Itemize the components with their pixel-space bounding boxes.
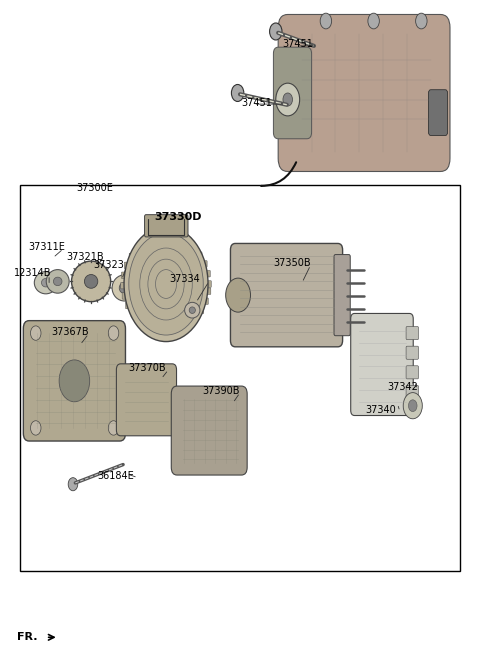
FancyBboxPatch shape: [138, 318, 144, 325]
Ellipse shape: [46, 269, 69, 293]
FancyBboxPatch shape: [195, 252, 202, 258]
Text: 37390B: 37390B: [202, 386, 240, 396]
FancyBboxPatch shape: [124, 262, 131, 269]
FancyBboxPatch shape: [202, 298, 208, 304]
Circle shape: [59, 360, 90, 402]
FancyBboxPatch shape: [278, 14, 450, 171]
FancyBboxPatch shape: [156, 326, 162, 332]
Text: 37321B: 37321B: [66, 252, 104, 261]
FancyBboxPatch shape: [201, 261, 207, 267]
Text: 37311E: 37311E: [28, 242, 65, 252]
Circle shape: [31, 420, 41, 435]
Circle shape: [108, 420, 119, 435]
FancyBboxPatch shape: [174, 325, 181, 331]
FancyBboxPatch shape: [189, 244, 195, 251]
Ellipse shape: [119, 283, 130, 294]
FancyBboxPatch shape: [131, 311, 138, 317]
FancyBboxPatch shape: [230, 244, 343, 347]
FancyBboxPatch shape: [153, 237, 159, 243]
Circle shape: [231, 85, 244, 101]
FancyBboxPatch shape: [24, 321, 125, 441]
Circle shape: [416, 13, 427, 29]
FancyBboxPatch shape: [406, 327, 419, 340]
Ellipse shape: [189, 307, 195, 313]
Ellipse shape: [72, 261, 111, 302]
FancyBboxPatch shape: [126, 302, 132, 309]
Circle shape: [124, 227, 208, 342]
FancyBboxPatch shape: [171, 236, 178, 242]
FancyBboxPatch shape: [406, 346, 419, 359]
FancyBboxPatch shape: [162, 235, 168, 242]
Text: 37334: 37334: [170, 275, 201, 284]
FancyBboxPatch shape: [116, 364, 177, 436]
Circle shape: [320, 13, 332, 29]
FancyBboxPatch shape: [191, 315, 197, 321]
Circle shape: [276, 83, 300, 116]
Text: 37300E: 37300E: [76, 183, 113, 193]
FancyArrowPatch shape: [261, 162, 296, 186]
Text: 37451: 37451: [241, 98, 272, 108]
Circle shape: [226, 278, 251, 312]
Text: 36184E: 36184E: [97, 470, 134, 481]
Text: 37350B: 37350B: [274, 258, 312, 268]
FancyBboxPatch shape: [197, 307, 204, 313]
Text: 37340: 37340: [365, 405, 396, 415]
Ellipse shape: [41, 279, 50, 287]
FancyBboxPatch shape: [129, 253, 136, 260]
Text: 37342: 37342: [387, 382, 418, 392]
FancyBboxPatch shape: [406, 366, 419, 379]
FancyBboxPatch shape: [171, 386, 247, 475]
Ellipse shape: [53, 277, 62, 286]
FancyBboxPatch shape: [204, 288, 211, 294]
FancyBboxPatch shape: [204, 281, 211, 287]
FancyBboxPatch shape: [204, 271, 210, 277]
FancyBboxPatch shape: [334, 254, 350, 336]
FancyBboxPatch shape: [274, 47, 312, 139]
Circle shape: [31, 326, 41, 340]
Circle shape: [68, 478, 78, 491]
FancyBboxPatch shape: [406, 386, 419, 399]
Circle shape: [270, 23, 282, 40]
FancyBboxPatch shape: [429, 90, 447, 135]
FancyBboxPatch shape: [136, 246, 143, 252]
Circle shape: [403, 393, 422, 419]
FancyBboxPatch shape: [351, 313, 413, 415]
Circle shape: [129, 233, 203, 335]
FancyBboxPatch shape: [121, 272, 128, 279]
Ellipse shape: [185, 302, 200, 318]
FancyBboxPatch shape: [121, 283, 127, 289]
Text: 37323: 37323: [93, 260, 124, 270]
Text: 37451: 37451: [282, 39, 312, 49]
FancyBboxPatch shape: [144, 240, 150, 246]
Circle shape: [108, 326, 119, 340]
Text: 37370B: 37370B: [128, 363, 166, 373]
FancyBboxPatch shape: [180, 239, 187, 246]
Ellipse shape: [84, 275, 98, 288]
FancyBboxPatch shape: [165, 327, 171, 333]
Circle shape: [283, 93, 292, 106]
Ellipse shape: [34, 271, 57, 294]
Text: 37367B: 37367B: [52, 327, 89, 337]
FancyBboxPatch shape: [122, 292, 129, 299]
FancyBboxPatch shape: [183, 321, 190, 327]
Text: 37330D: 37330D: [154, 212, 202, 222]
FancyBboxPatch shape: [144, 215, 188, 237]
Ellipse shape: [112, 275, 137, 301]
FancyBboxPatch shape: [146, 323, 153, 329]
Text: 12314B: 12314B: [13, 268, 51, 278]
Circle shape: [368, 13, 379, 29]
Text: FR.: FR.: [17, 632, 38, 643]
Circle shape: [408, 400, 417, 411]
